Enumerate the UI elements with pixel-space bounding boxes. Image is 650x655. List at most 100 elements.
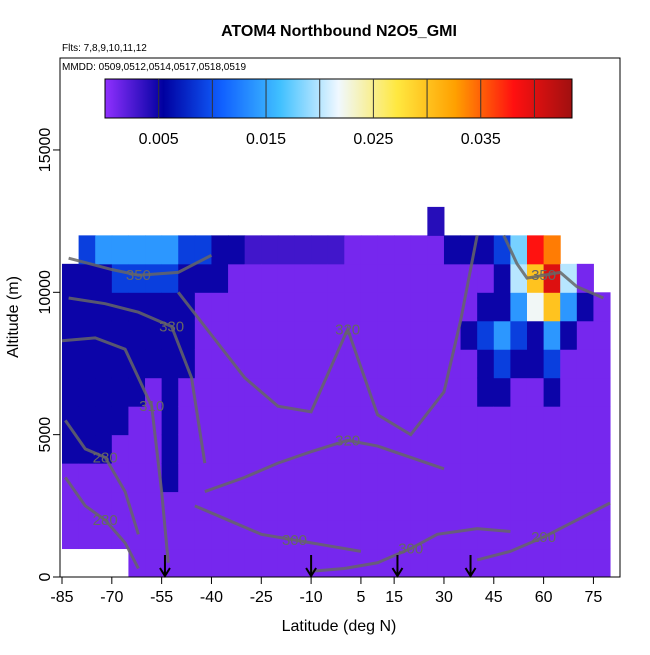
heat-cell: [460, 349, 478, 379]
heat-cell: [111, 235, 129, 265]
heat-cell: [493, 292, 511, 322]
heat-cell: [311, 320, 329, 350]
heat-cell: [294, 406, 312, 436]
heat-cell: [410, 463, 428, 493]
heat-cell: [593, 520, 611, 550]
heat-cell: [277, 463, 295, 493]
heat-cell: [560, 491, 578, 521]
heat-cell: [493, 320, 511, 350]
heat-cell: [360, 463, 379, 493]
heat-cell: [178, 235, 196, 265]
heat-cell: [576, 548, 594, 577]
heat-cell: [443, 434, 462, 464]
heat-cell: [277, 491, 295, 521]
heat-cell: [261, 377, 279, 407]
heat-cell: [145, 320, 163, 350]
heat-cell: [510, 548, 528, 577]
heat-cell: [95, 406, 113, 436]
contour-line: [476, 501, 611, 562]
heat-cell: [360, 491, 379, 521]
heat-cell: [194, 491, 212, 521]
heat-cell: [410, 491, 428, 521]
heat-cell: [128, 263, 146, 293]
contour-line: [310, 527, 511, 573]
heat-cell: [460, 320, 478, 350]
heat-cell: [560, 434, 578, 464]
heat-cell: [311, 292, 329, 322]
heat-cell: [427, 377, 445, 407]
heat-cell: [394, 491, 412, 521]
heat-cell: [394, 263, 412, 293]
heat-cell: [161, 491, 179, 521]
heat-cell: [294, 491, 312, 521]
heat-cell: [560, 349, 578, 379]
heat-cell: [593, 349, 611, 379]
heat-cell: [261, 263, 279, 293]
colorbar-tick-label: 0.025: [353, 131, 393, 148]
heat-cell: [560, 320, 578, 350]
heat-cell: [477, 377, 495, 407]
heat-cell: [460, 491, 478, 521]
heat-cell: [211, 349, 229, 379]
heat-cell: [78, 406, 96, 436]
heat-cell: [327, 377, 345, 407]
heat-cell: [211, 263, 229, 293]
contour-line: [204, 438, 445, 494]
heat-cell: [228, 434, 246, 464]
heat-cell: [128, 292, 146, 322]
heat-cell: [61, 263, 80, 293]
x-tick-label: 30: [435, 589, 453, 606]
heat-cell: [526, 320, 545, 350]
heat-cell: [460, 377, 478, 407]
heat-cell: [277, 434, 295, 464]
heat-cell: [427, 491, 445, 521]
heat-cell: [261, 406, 279, 436]
heat-cell: [427, 434, 445, 464]
heat-cell: [560, 463, 578, 493]
heat-cell: [178, 434, 196, 464]
heat-cell: [394, 292, 412, 322]
contour-label: 320: [335, 321, 360, 338]
heat-cell: [510, 377, 528, 407]
heat-cell: [593, 548, 611, 577]
x-tick-label: -10: [300, 589, 323, 606]
heat-cell: [477, 349, 495, 379]
heat-cell: [61, 463, 80, 493]
heat-cell: [443, 548, 462, 577]
heat-cell: [443, 377, 462, 407]
contour-label: 320: [335, 432, 360, 449]
heat-cell: [360, 292, 379, 322]
heat-cell: [161, 320, 179, 350]
plot-frame: [59, 57, 621, 578]
heat-cell: [194, 349, 212, 379]
heat-cell: [111, 377, 129, 407]
heat-cell: [228, 377, 246, 407]
heat-cell: [510, 463, 528, 493]
heat-cell: [394, 520, 412, 550]
heat-cell: [261, 235, 279, 265]
heat-cell: [194, 263, 212, 293]
heat-cell: [477, 320, 495, 350]
heat-cell: [311, 235, 329, 265]
contour-line: [61, 336, 170, 563]
heat-cell: [526, 548, 545, 577]
heat-cell: [261, 463, 279, 493]
heat-cell: [95, 235, 113, 265]
heat-cell: [261, 434, 279, 464]
heat-cell: [460, 434, 478, 464]
heat-cell: [228, 406, 246, 436]
heat-cell: [593, 292, 611, 322]
heat-cell: [128, 406, 146, 436]
heat-cell: [410, 377, 428, 407]
heat-cell: [277, 292, 295, 322]
heat-cell: [344, 292, 362, 322]
heat-cell: [178, 377, 196, 407]
heat-cell: [211, 434, 229, 464]
heat-cell: [61, 434, 80, 464]
heat-cell: [95, 263, 113, 293]
heat-cell: [145, 235, 163, 265]
contour-line: [68, 253, 213, 277]
heat-cell: [311, 463, 329, 493]
heat-cell: [410, 548, 428, 577]
heat-cell: [78, 263, 96, 293]
